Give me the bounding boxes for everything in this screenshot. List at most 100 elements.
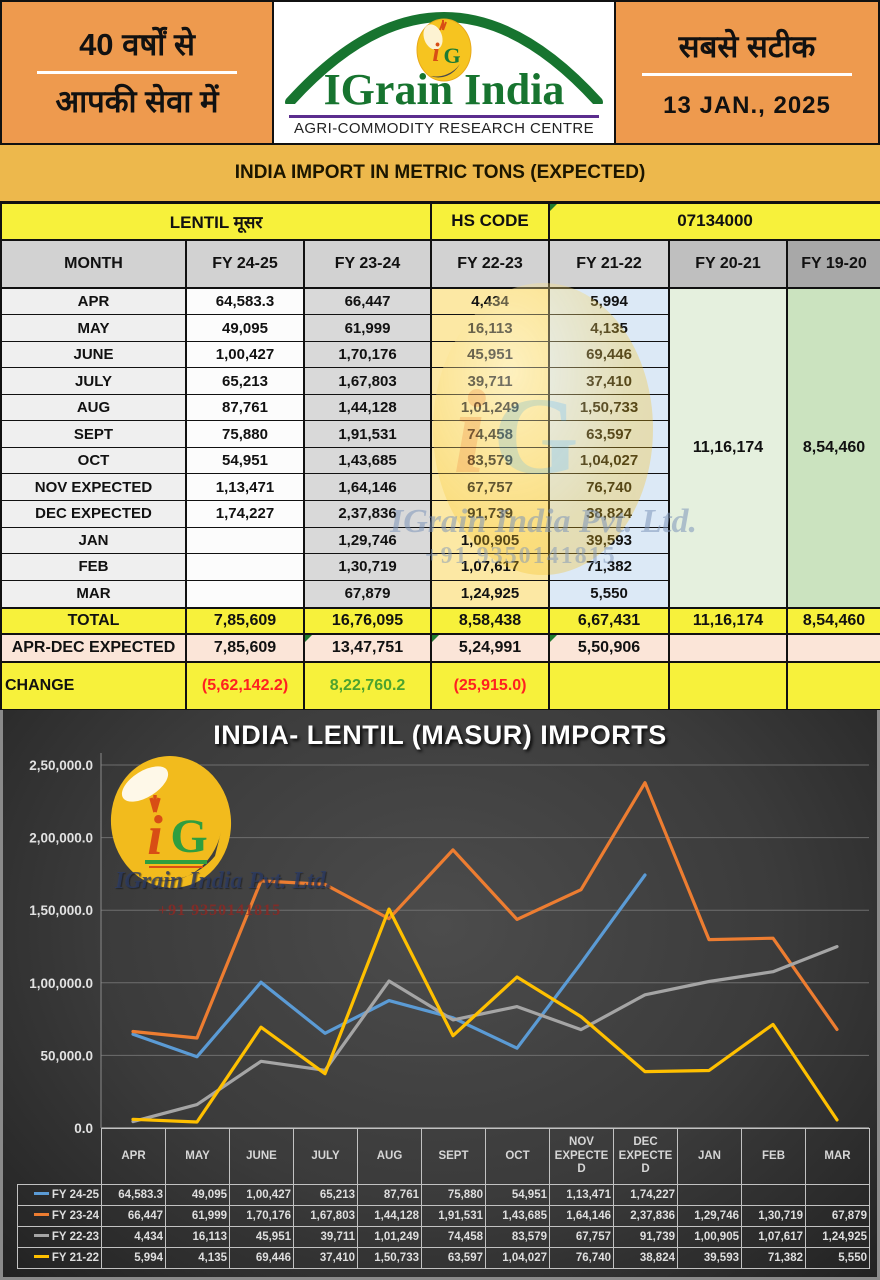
value-fy2122: 69,446 [548, 340, 671, 369]
chart-x-label: JULY [293, 1128, 358, 1185]
svg-text:G: G [170, 810, 207, 863]
series-line-fy-24-25 [131, 873, 647, 1059]
month-label: MAY [0, 314, 187, 342]
month-label: AUG [0, 393, 187, 422]
chart-x-label: JAN [677, 1128, 742, 1185]
line-chart-plot: 0.0 50,000.0 1,00,000.0 1,50,000.0 2,00,000.… [29, 753, 869, 1136]
chart-table-value: 39,711 [293, 1226, 358, 1248]
month-row-jan: JAN 1,29,746 1,00,905 39,593 [0, 526, 880, 555]
col-header-fy2324: FY 23-24 [302, 239, 433, 289]
value-fy2223: 45,951 [430, 340, 551, 369]
chart-table-value [741, 1184, 806, 1206]
total-fy1920: 8,54,460 [786, 606, 880, 635]
chart-table-header-row: APR MAY JUNE JULY AUG SEPT OCT NOV EXPECTED DEC … [18, 1128, 870, 1185]
value-fy2122: 76,740 [548, 473, 671, 501]
value-fy2122: 1,50,733 [548, 393, 671, 422]
total-fy2324: 16,76,095 [302, 606, 433, 635]
change-fy2223: (25,915.0) [430, 661, 551, 710]
commodity-name: LENTIL मूसर [0, 203, 433, 241]
month-label: DEC EXPECTED [0, 499, 187, 528]
value-fy2324: 67,879 [302, 579, 433, 609]
merged-value-fy1920: 8,54,460 [786, 287, 880, 608]
divider [37, 71, 237, 74]
value-fy2122: 63,597 [548, 420, 671, 448]
y-axis-tick-label: 50,000.0 [40, 1048, 93, 1063]
chart-section: INDIA- LENTIL (MASUR) IMPORTS 0.0 50,000.… [0, 710, 880, 1280]
chart-table-value: 1,01,249 [357, 1226, 422, 1248]
chart-table-value: 5,550 [805, 1247, 870, 1269]
legend-series-name: FY 22-23 [51, 1231, 99, 1243]
month-label: APR [0, 286, 187, 316]
value-fy2122: 38,824 [548, 499, 671, 528]
legend-series-name: FY 21-22 [51, 1252, 99, 1264]
month-label: JAN [0, 526, 187, 555]
legend-line-swatch [33, 1191, 49, 1195]
change-fy1920 [786, 661, 880, 710]
chart-x-label: NOV EXPECTED [549, 1128, 614, 1185]
chart-x-label: DEC EXPECTED [613, 1128, 678, 1185]
chart-table-value: 1,64,146 [549, 1205, 614, 1227]
svg-text:i: i [147, 805, 163, 867]
series-line-fy-21-22 [131, 907, 839, 1124]
total-fy2122: 6,67,431 [548, 606, 671, 635]
total-row: TOTAL 7,85,609 16,76,095 8,58,438 6,67,431 11… [0, 606, 880, 635]
value-fy2324: 1,29,746 [302, 526, 433, 555]
value-fy2324: 1,30,719 [302, 553, 433, 581]
chart-table-value: 1,30,719 [741, 1205, 806, 1227]
chart-table-value: 38,824 [613, 1247, 678, 1269]
value-fy2122: 37,410 [548, 367, 671, 395]
chart-data-table: APR MAY JUNE JULY AUG SEPT OCT NOV EXPECTED DEC … [17, 1128, 870, 1269]
value-fy2324: 1,70,176 [302, 340, 433, 369]
chart-table-value: 67,757 [549, 1226, 614, 1248]
chart-x-label: FEB [741, 1128, 806, 1185]
chart-table-value: 1,67,803 [293, 1205, 358, 1227]
chart-table-value: 54,951 [485, 1184, 550, 1206]
total-label: TOTAL [0, 606, 187, 635]
table-title-row: LENTIL मूसर HS CODE 07134000 [0, 203, 880, 241]
value-fy2324: 1,91,531 [302, 420, 433, 448]
chart-table-value: 4,434 [101, 1226, 166, 1248]
tagline-hindi-right: सबसे सटीक [678, 29, 816, 64]
col-header-fy1920: FY 19-20 [786, 239, 880, 289]
month-label: OCT [0, 446, 187, 475]
value-fy2324: 66,447 [302, 286, 433, 316]
value-fy2425 [185, 579, 305, 609]
chart-table-value: 1,43,685 [485, 1205, 550, 1227]
table-header-row: MONTH FY 24-25 FY 23-24 FY 22-23 FY 21-2… [0, 239, 880, 289]
chart-x-label: AUG [357, 1128, 422, 1185]
month-label: NOV EXPECTED [0, 473, 187, 501]
value-fy2425: 1,00,427 [185, 340, 305, 369]
chart-table-value: 74,458 [421, 1226, 486, 1248]
chart-watermark-company: IGrain India Pvt. Ltd. [115, 868, 332, 894]
value-fy2324: 1,43,685 [302, 446, 433, 475]
legend-entry: FY 23-24 [17, 1205, 102, 1227]
chart-table-value: 1,91,531 [421, 1205, 486, 1227]
chart-table-value: 1,29,746 [677, 1205, 742, 1227]
chart-table-value: 37,410 [293, 1247, 358, 1269]
chart-table-row-fy-23-24: FY 23-24 66,447 61,999 1,70,176 1,67,803 1,44… [17, 1205, 870, 1227]
chart-x-label: APR [101, 1128, 166, 1185]
month-row-oct: OCT 54,951 1,43,685 83,579 1,04,027 [0, 446, 880, 475]
chart-table-value: 1,50,733 [357, 1247, 422, 1269]
y-axis-tick-label: 2,50,000.0 [29, 758, 93, 773]
chart-table-corner [18, 1129, 102, 1185]
chart-table-row-fy-24-25: FY 24-25 64,583.3 49,095 1,00,427 65,213 87,7… [17, 1184, 870, 1206]
apr-dec-fy2122: 5,50,906 [548, 633, 671, 663]
value-fy2223: 16,113 [430, 314, 551, 342]
value-fy2122: 71,382 [548, 553, 671, 581]
value-fy2122: 4,135 [548, 314, 671, 342]
value-fy2425: 87,761 [185, 393, 305, 422]
chart-table-value: 75,880 [421, 1184, 486, 1206]
legend-line-swatch [33, 1233, 49, 1237]
legend-series-name: FY 23-24 [51, 1210, 99, 1222]
total-fy2223: 8,58,438 [430, 606, 551, 635]
chart-table-value: 61,999 [165, 1205, 230, 1227]
value-fy2122: 39,593 [548, 526, 671, 555]
chart-table-value: 5,994 [101, 1247, 166, 1269]
value-fy2223: 1,00,905 [430, 526, 551, 555]
value-fy2324: 1,64,146 [302, 473, 433, 501]
apr-dec-fy1920 [786, 633, 880, 663]
change-fy2122 [548, 661, 671, 710]
report-date: 13 JAN., 2025 [663, 92, 831, 119]
apr-dec-fy2324: 13,47,751 [302, 633, 433, 663]
